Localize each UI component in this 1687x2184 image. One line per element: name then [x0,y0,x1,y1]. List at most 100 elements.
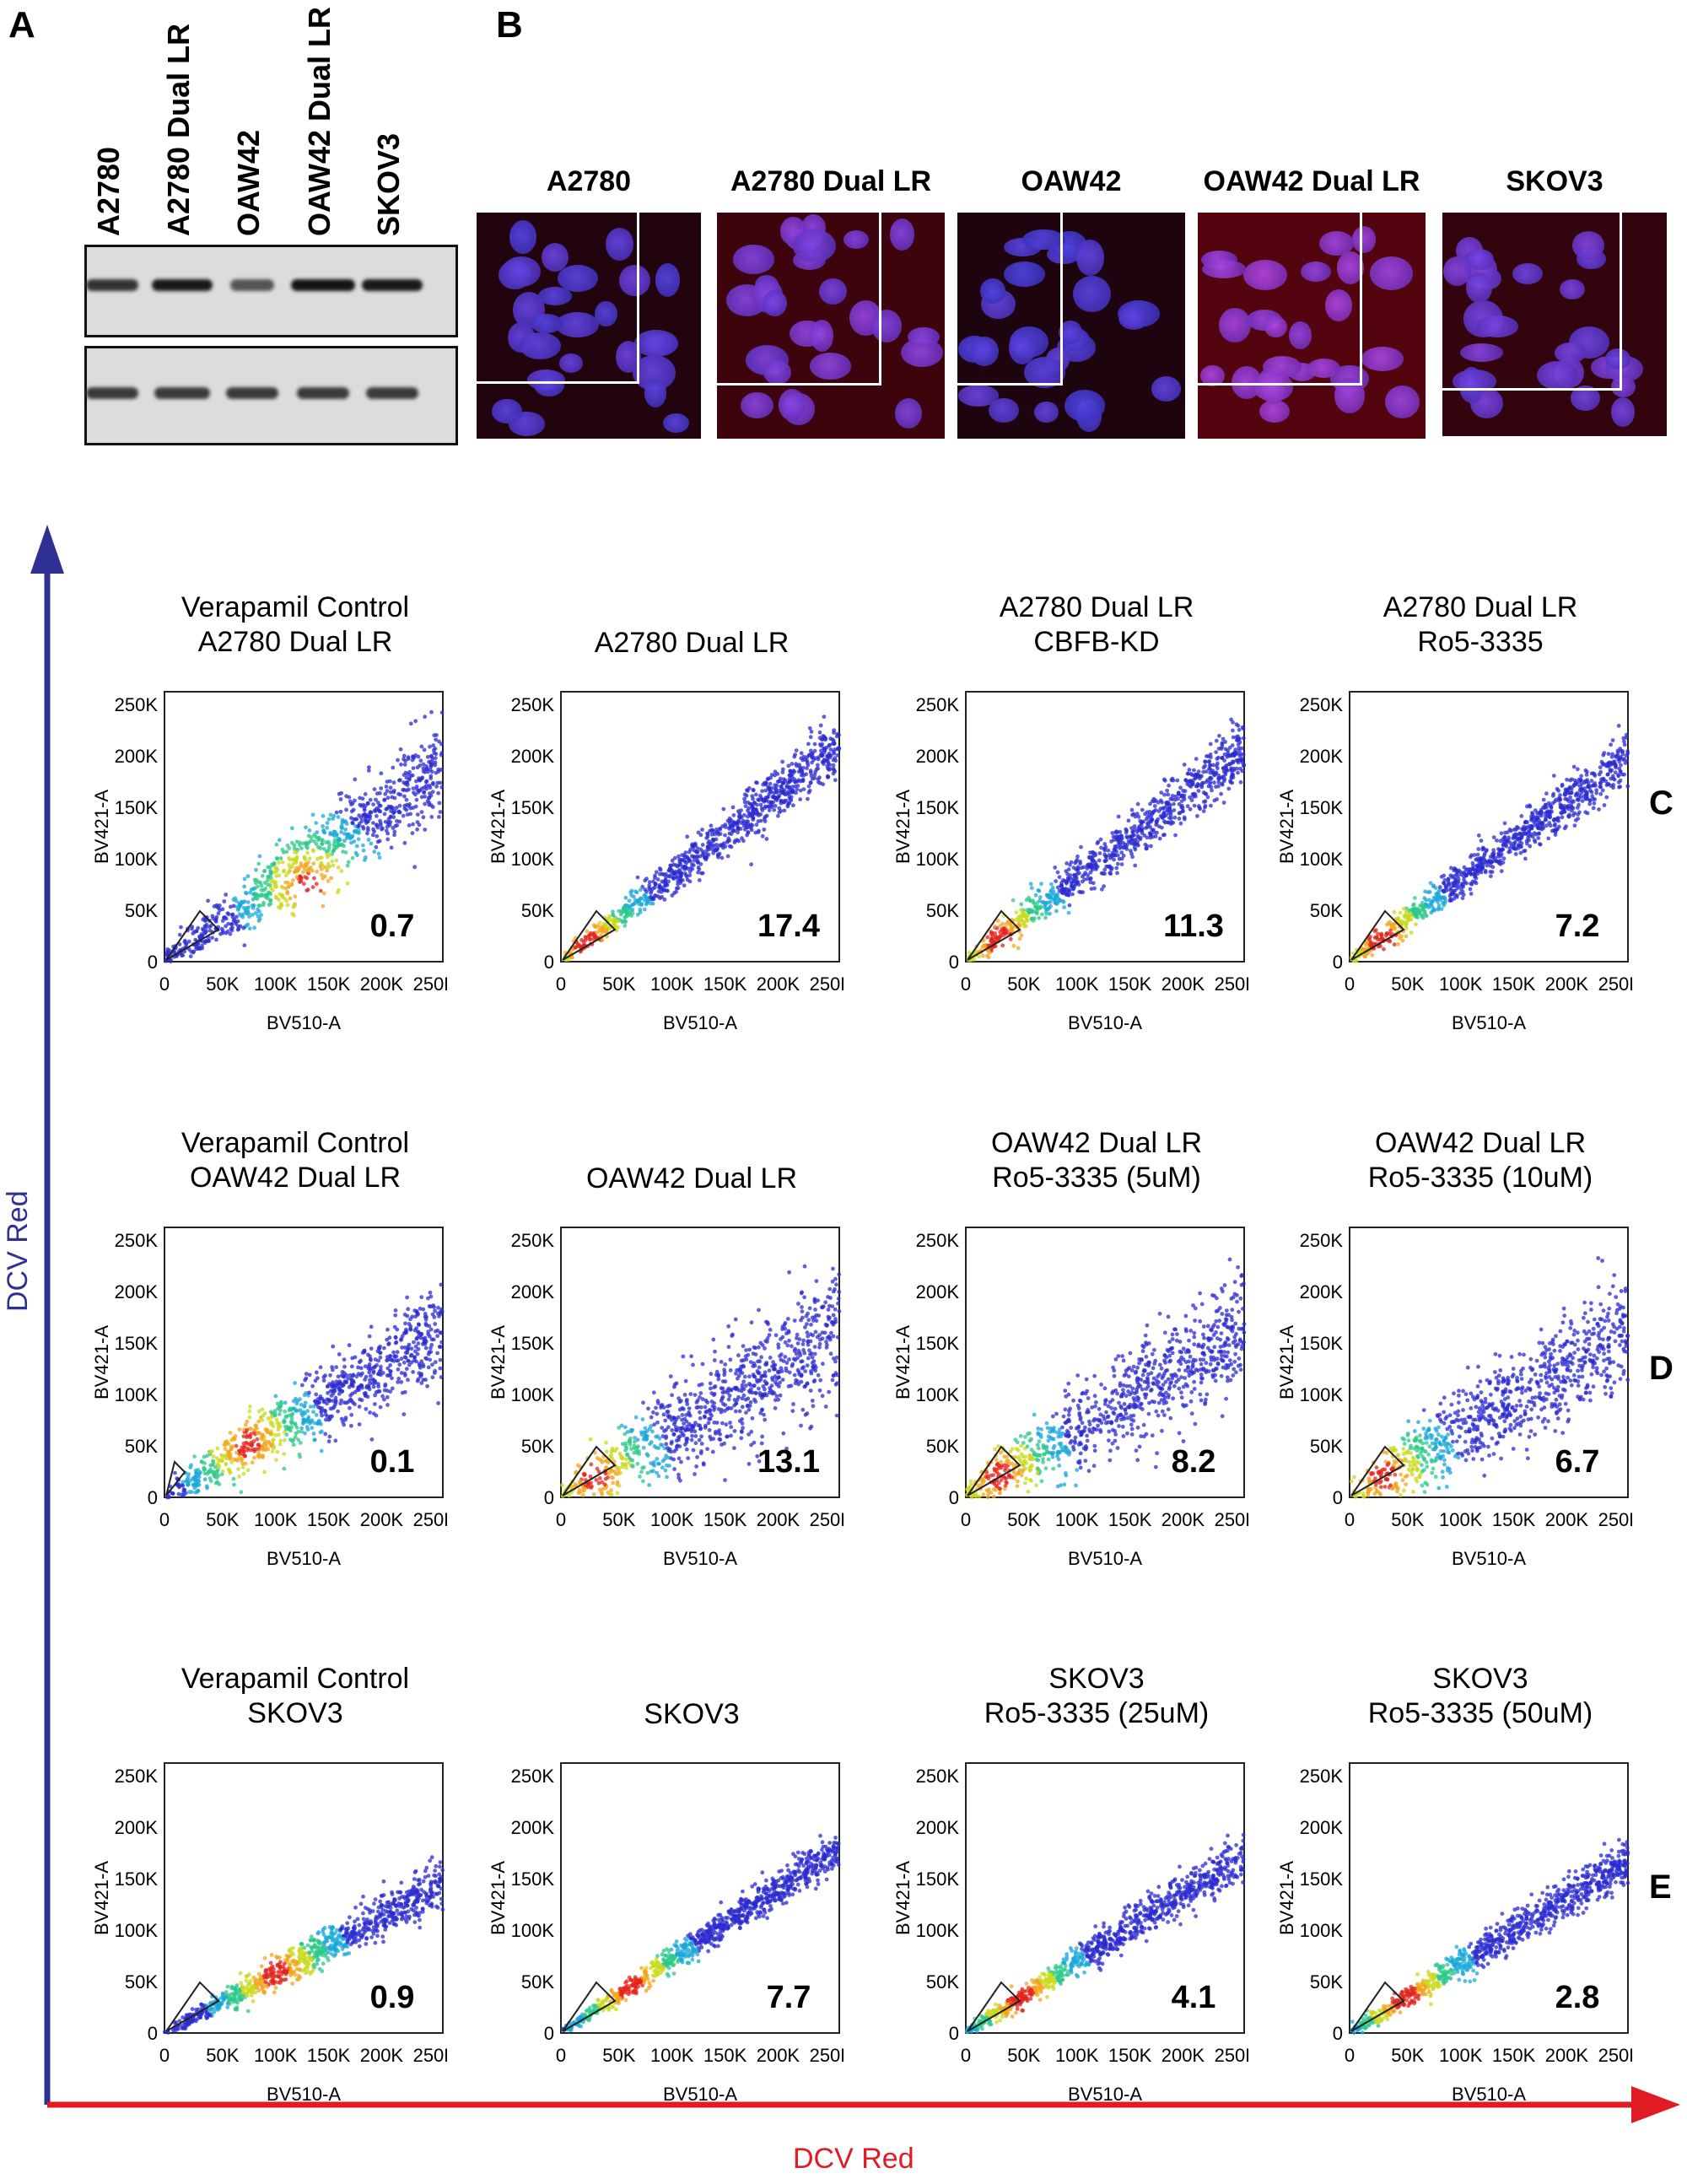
scatter-point [410,758,415,763]
scatter-point [787,777,792,781]
scatter-point [369,1437,375,1442]
scatter-point [412,865,418,870]
scatter-point [656,1474,661,1479]
scatter-point [1532,838,1537,843]
scatter-point [757,1386,761,1391]
scatter-point [327,1434,332,1439]
scatter-point [1460,896,1465,901]
scatter-point [780,759,784,764]
scatter-point [320,1396,325,1401]
scatter-point [1455,881,1460,886]
scatter-point [1226,786,1232,791]
y-tick-label: 0 [949,952,959,973]
nucleus [1218,307,1251,342]
scatter-point [822,748,827,753]
scatter-point [747,1374,752,1379]
scatter-point [292,1406,297,1411]
scatter-point [423,794,428,799]
scatter-point [303,857,308,862]
scatter-point [247,1433,252,1438]
scatter-point [1577,810,1582,815]
scatter-point [435,780,440,785]
scatter-point [284,898,289,903]
scatter-point [1388,939,1393,944]
scatter-point [699,871,703,876]
scatter-point [254,877,259,882]
scatter-point [438,1345,443,1349]
scatter-point [429,1342,434,1347]
scatter-point [399,1371,404,1375]
scatter-point [408,812,412,817]
scatter-point [1551,774,1556,778]
x-tick-label: 150K [703,1509,747,1530]
scatter-point [229,1460,234,1464]
x-tick-label: 0 [961,973,971,995]
scatter-point [828,747,833,752]
scatter-point [687,858,692,863]
scatter-point [278,1438,283,1443]
x-axis-label: BV510-A [663,1548,737,1569]
scatter-point [404,807,409,812]
scatter-point [426,1365,431,1370]
scatter-point [337,1392,342,1396]
scatter-point [1072,884,1077,888]
scatter-point [165,949,170,954]
scatter-point [1442,873,1447,878]
scatter-point [290,1411,295,1416]
scatter-point [724,1422,729,1427]
gate-triangle [967,909,1021,961]
scatter-point [1396,916,1401,920]
scatter-point [1378,944,1382,948]
scatter-point [1471,866,1475,871]
nucleus [1512,263,1543,285]
scatter-point [399,1356,404,1362]
scatter-point [324,840,328,845]
scatter-point [763,815,768,819]
scatter-point [1089,887,1094,891]
scatter-point [253,911,258,915]
x-tick-label: 250K [413,973,447,995]
scatter-point [312,876,316,881]
scatter-point [692,858,697,863]
x-tick-label: 150K [1108,973,1152,995]
lane-label: A2780 Dual LR [161,23,196,236]
scatter-point [348,835,353,839]
scatter-point [419,1381,424,1385]
scatter-point [377,839,382,844]
scatter-point [721,806,726,812]
scatter-point [1561,806,1566,812]
scatter-point [1188,806,1193,812]
scatter-point [591,936,596,941]
scatter-point [1229,768,1234,773]
scatter-point [688,866,693,871]
flow-scatter-plot: 050K100K150K200K250K050K100K150K200K250K… [892,691,1248,1033]
scatter-point [433,756,438,760]
scatter-point [319,1422,323,1426]
scatter-point [1453,876,1458,882]
scatter-point [1558,793,1562,797]
scatter-point [764,837,769,841]
scatter-point [216,911,221,916]
scatter-point [1124,828,1129,833]
x-tick-label: 150K [307,973,351,995]
x-axis-label: BV510-A [267,1012,341,1033]
scatter-point [1178,821,1183,826]
nucleus [1610,376,1636,397]
scatter-point [814,767,819,772]
scatter-point [709,1372,714,1377]
scatter-point [749,862,753,867]
scatter-point [368,1373,373,1378]
scatter-point [1192,768,1196,773]
scatter-point [1541,797,1546,802]
scatter-point [1559,811,1563,815]
scatter-point [188,954,193,959]
scatter-point [1387,921,1391,926]
scatter-point [611,912,615,917]
scatter-point [651,897,656,902]
scatter-point [348,1372,353,1378]
scatter-point [1048,911,1052,916]
scatter-point [832,728,837,732]
scatter-point [1222,777,1227,781]
scatter-point [385,789,390,793]
scatter-point [348,1405,352,1410]
